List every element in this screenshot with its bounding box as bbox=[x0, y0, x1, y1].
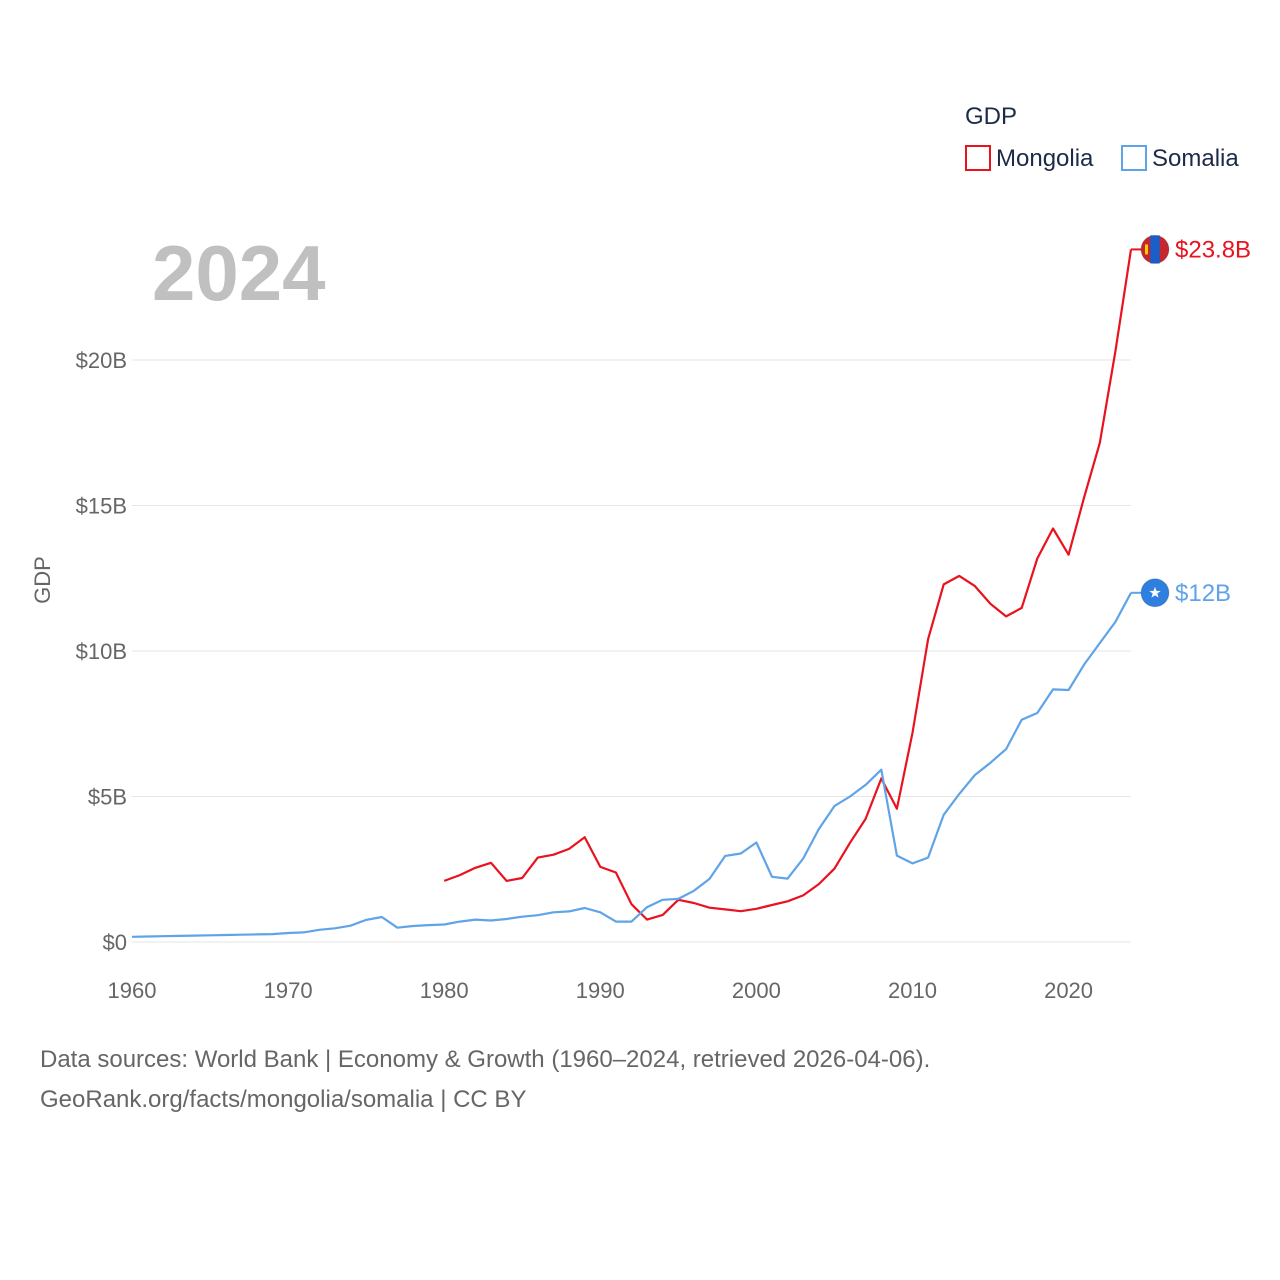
y-tick-labels: $0 $5B $10B $15B $20B bbox=[76, 348, 127, 955]
y-tick-label: $10B bbox=[76, 639, 127, 664]
end-value-label-somalia: $12B bbox=[1175, 580, 1231, 607]
series-line-somalia[interactable] bbox=[131, 592, 1132, 938]
legend-label-mongolia: Mongolia bbox=[996, 145, 1094, 172]
x-tick-labels: 1960 1970 1980 1990 2000 2010 2020 bbox=[108, 978, 1094, 1003]
x-tick-label: 1990 bbox=[576, 978, 625, 1003]
legend-item-somalia[interactable]: Somalia bbox=[1121, 145, 1239, 172]
grid-lines bbox=[132, 359, 1131, 943]
y-tick-label: $0 bbox=[103, 930, 127, 955]
x-tick-label: 2010 bbox=[888, 978, 937, 1003]
y-tick-label: $20B bbox=[76, 348, 127, 373]
end-value-label-mongolia: $23.8B bbox=[1175, 236, 1251, 263]
legend: GDP Mongolia Somalia bbox=[965, 103, 1239, 172]
legend-title: GDP bbox=[965, 103, 1017, 130]
somalia-flag-icon bbox=[1140, 578, 1170, 608]
legend-label-somalia: Somalia bbox=[1152, 145, 1239, 172]
x-tick-label: 1970 bbox=[264, 978, 313, 1003]
year-label: 2024 bbox=[152, 229, 326, 317]
y-tick-label: $5B bbox=[88, 785, 127, 810]
y-axis-title: GDP bbox=[30, 556, 55, 604]
end-markers: $23.8B $12B bbox=[1131, 234, 1251, 608]
x-tick-label: 1960 bbox=[108, 978, 157, 1003]
x-tick-label: 2000 bbox=[732, 978, 781, 1003]
legend-item-mongolia[interactable]: Mongolia bbox=[965, 145, 1094, 172]
mongolia-flag-icon bbox=[1140, 234, 1170, 264]
y-tick-label: $15B bbox=[76, 494, 127, 519]
series-lines bbox=[131, 249, 1133, 938]
source-line-2: GeoRank.org/facts/mongolia/somalia | CC … bbox=[40, 1086, 527, 1113]
series-line-mongolia[interactable] bbox=[443, 249, 1133, 921]
legend-swatch-mongolia bbox=[965, 145, 991, 171]
x-tick-label: 1980 bbox=[420, 978, 469, 1003]
source-note: Data sources: World Bank | Economy & Gro… bbox=[40, 1040, 930, 1120]
legend-swatch-somalia bbox=[1121, 145, 1147, 171]
x-tick-label: 2020 bbox=[1044, 978, 1093, 1003]
source-line-1: Data sources: World Bank | Economy & Gro… bbox=[40, 1046, 931, 1073]
